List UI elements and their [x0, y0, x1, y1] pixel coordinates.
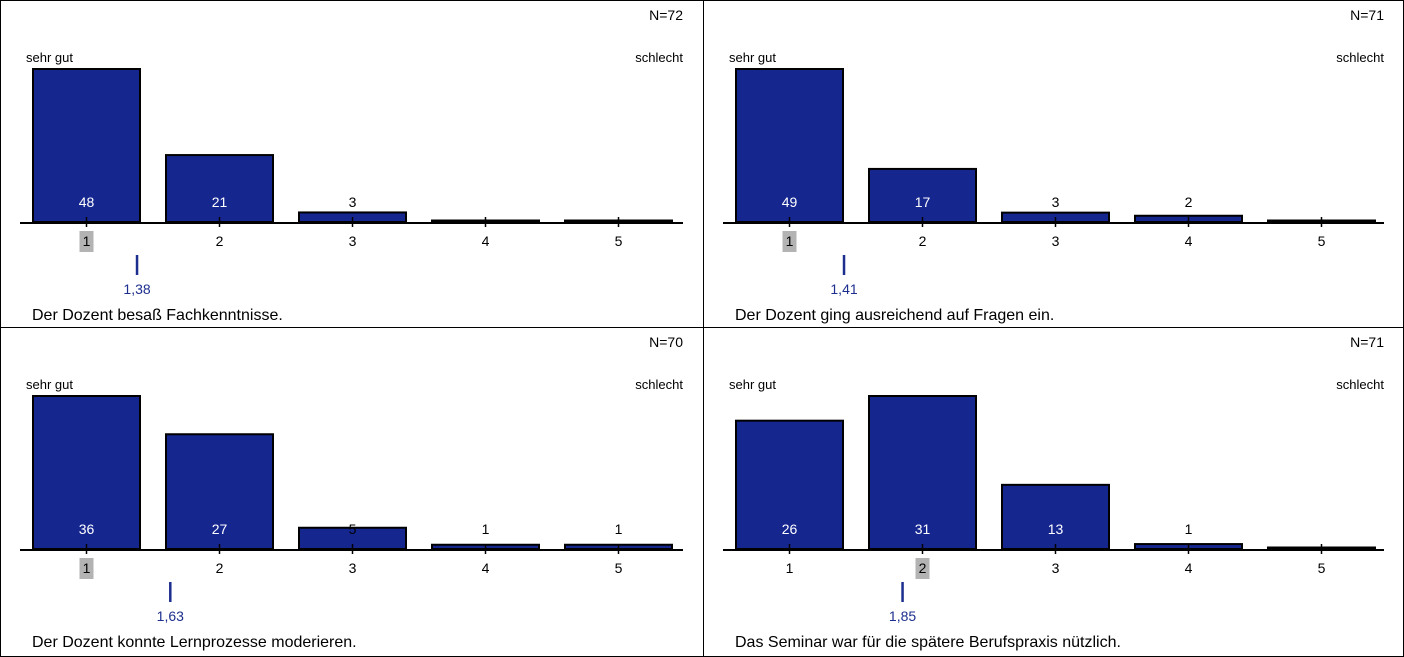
chart-panel-berufspraxis: N=71 sehr gut schlecht 26 31 13 1 1 2 3 4 5 1,85 Das … — [703, 327, 1404, 657]
x-tick-label-5: 5 — [615, 233, 623, 249]
x-tick-label-1: 1 — [786, 233, 794, 249]
x-tick-label-1: 1 — [83, 560, 91, 576]
value-label-3: 3 — [1052, 194, 1060, 210]
left-pole-label: sehr gut — [26, 50, 73, 65]
left-pole-label: sehr gut — [729, 50, 776, 65]
x-tick-label-5: 5 — [1318, 560, 1326, 576]
right-pole-label: schlecht — [635, 377, 683, 392]
x-tick-label-4: 4 — [1185, 560, 1193, 576]
bar-chart-svg: N=72 sehr gut schlecht 48 21 3 1 2 3 4 5 1,38 Der Do… — [20, 7, 683, 324]
value-label-3: 3 — [349, 194, 357, 210]
x-tick-label-1: 1 — [786, 560, 794, 576]
value-label-5: 1 — [615, 521, 623, 537]
left-pole-label: sehr gut — [729, 377, 776, 392]
value-label-2: 31 — [915, 521, 931, 537]
x-tick-label-5: 5 — [1318, 233, 1326, 249]
question-title: Der Dozent ging ausreichend auf Fragen e… — [735, 307, 1054, 324]
x-tick-label-3: 3 — [1052, 560, 1060, 576]
x-tick-label-3: 3 — [349, 560, 357, 576]
x-tick-label-3: 3 — [349, 233, 357, 249]
x-tick-label-2: 2 — [919, 233, 927, 249]
x-tick-label-5: 5 — [615, 560, 623, 576]
bar-chart-svg: N=71 sehr gut schlecht 26 31 13 1 1 2 3 4 5 1,85 Das … — [723, 334, 1384, 651]
frame-top — [0, 0, 1404, 1]
x-tick-label-2: 2 — [919, 560, 927, 576]
question-title: Der Dozent besaß Fachkenntnisse. — [32, 307, 283, 324]
sample-size-label: N=71 — [1350, 7, 1384, 23]
bar-2 — [165, 433, 274, 550]
chart-panel-lernprozesse: N=70 sehr gut schlecht 36 27 5 1 1 1 2 3 4 5 1,63 Der … — [0, 327, 703, 657]
bar-3 — [1001, 483, 1110, 551]
mean-label: 1,38 — [123, 281, 150, 297]
frame-middle-horizontal — [0, 327, 1404, 328]
x-tick-label-4: 4 — [482, 560, 490, 576]
value-label-4: 1 — [1185, 521, 1193, 537]
value-label-1: 48 — [79, 194, 95, 210]
value-label-1: 36 — [79, 521, 95, 537]
right-pole-label: schlecht — [635, 50, 683, 65]
bar-1 — [32, 68, 141, 223]
right-pole-label: schlecht — [1336, 377, 1384, 392]
chart-panel-fachkenntnisse: N=72 sehr gut schlecht 48 21 3 1 2 3 4 5 1,38 Der Do… — [0, 0, 703, 327]
sample-size-label: N=71 — [1350, 334, 1384, 350]
question-title: Das Seminar war für die spätere Berufspr… — [735, 634, 1121, 651]
x-tick-label-4: 4 — [482, 233, 490, 249]
right-pole-label: schlecht — [1336, 50, 1384, 65]
value-label-2: 27 — [212, 521, 228, 537]
question-title: Der Dozent konnte Lernprozesse moderiere… — [32, 634, 357, 651]
mean-label: 1,63 — [157, 608, 184, 624]
mean-label: 1,85 — [889, 608, 916, 624]
bar-2 — [868, 167, 977, 223]
bar-chart-svg: N=71 sehr gut schlecht 49 17 3 2 1 2 3 4 5 1,41 Der D… — [723, 7, 1384, 324]
frame-left — [0, 0, 1, 657]
sample-size-label: N=72 — [649, 7, 683, 23]
sample-size-label: N=70 — [649, 334, 683, 350]
x-tick-label-3: 3 — [1052, 233, 1060, 249]
left-pole-label: sehr gut — [26, 377, 73, 392]
x-tick-label-2: 2 — [216, 560, 224, 576]
x-tick-label-1: 1 — [83, 233, 91, 249]
mode-highlight — [79, 231, 94, 252]
value-label-3: 5 — [349, 521, 357, 537]
value-label-4: 1 — [482, 521, 490, 537]
value-label-3: 13 — [1048, 521, 1064, 537]
value-label-1: 49 — [782, 194, 798, 210]
value-label-2: 21 — [212, 194, 228, 210]
bar-1 — [735, 68, 844, 223]
mode-highlight — [915, 558, 930, 579]
value-label-2: 17 — [915, 194, 931, 210]
mode-highlight — [782, 231, 797, 252]
bar-2 — [165, 154, 274, 223]
bar-chart-svg: N=70 sehr gut schlecht 36 27 5 1 1 1 2 3 4 5 1,63 Der … — [20, 334, 683, 651]
frame-middle-vertical — [703, 0, 704, 657]
chart-panel-fragen: N=71 sehr gut schlecht 49 17 3 2 1 2 3 4 5 1,41 Der D… — [703, 0, 1404, 327]
x-tick-label-4: 4 — [1185, 233, 1193, 249]
bar-1 — [32, 395, 141, 550]
mode-highlight — [79, 558, 94, 579]
value-label-1: 26 — [782, 521, 798, 537]
value-label-4: 2 — [1185, 194, 1193, 210]
mean-label: 1,41 — [830, 281, 857, 297]
x-tick-label-2: 2 — [216, 233, 224, 249]
